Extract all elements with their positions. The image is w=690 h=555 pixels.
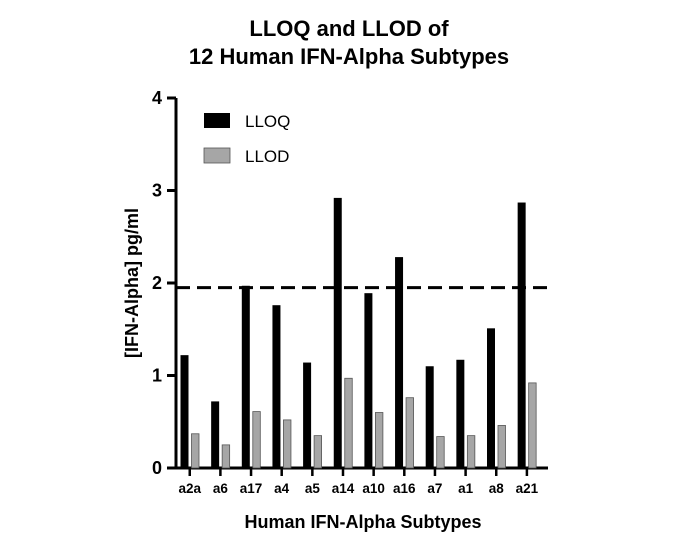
x-tick-label: a1	[458, 481, 474, 496]
legend-swatch-llod	[203, 147, 231, 164]
y-tick-label: 3	[152, 181, 162, 201]
bar-llod-a6	[221, 444, 231, 469]
x-tick-label: a4	[274, 481, 290, 496]
bar-lloq-a16	[395, 257, 404, 468]
bar-lloq-a8	[487, 328, 495, 468]
x-axis-title: Human IFN-Alpha Subtypes	[244, 512, 481, 532]
y-axis-title: [IFN-Alpha] pg/ml	[122, 208, 142, 358]
bar-lloq-a6	[211, 401, 220, 468]
bar-lloq-a1	[456, 359, 465, 468]
bar-llod-a16	[405, 397, 414, 469]
legend-label-llod: LLOD	[245, 147, 289, 166]
bar-llod-a8	[497, 425, 506, 469]
x-tick-label: a6	[213, 481, 229, 496]
bar-lloq-a21	[517, 202, 526, 468]
bar-lloq-a17	[241, 285, 250, 468]
bar-llod-a5	[313, 435, 323, 469]
bar-llod-a1	[466, 435, 476, 469]
chart-title-line-2: 12 Human IFN-Alpha Subtypes	[189, 44, 509, 69]
y-tick-label: 4	[152, 88, 162, 108]
y-tick-label: 2	[152, 273, 162, 293]
x-tick-label: a5	[305, 481, 321, 496]
x-tick-label: a16	[393, 481, 416, 496]
plot-area: 0 1 2 3 4 a2a a6 a17 a4 a5 a14 a10 a16 a7 a1 a8 a21 LLOQ L…	[152, 88, 552, 496]
x-tick-label: a10	[362, 481, 385, 496]
bar-llod-a14	[344, 377, 353, 469]
x-tick-label: a7	[427, 481, 442, 496]
bar-llod-a17	[252, 411, 261, 469]
x-tick-label: a8	[489, 481, 505, 496]
chart-title-line-1: LLOQ and LLOD of	[249, 16, 449, 41]
bar-lloq-a14	[333, 197, 342, 468]
legend-label-lloq: LLOQ	[245, 112, 290, 131]
x-tick-label: a21	[516, 481, 539, 496]
bar-lloq-a5	[303, 362, 312, 468]
x-tick-label: a17	[240, 481, 263, 496]
bar-lloq-a7	[425, 366, 434, 468]
y-tick-label: 1	[152, 366, 162, 386]
y-tick-label: 0	[152, 458, 162, 478]
bar-llod-a21	[528, 382, 537, 469]
bar-lloq-a4	[272, 305, 281, 468]
bar-llod-a2a	[191, 433, 200, 469]
bar-lloq-a10	[364, 293, 373, 468]
bar-llod-a10	[374, 412, 384, 469]
bar-llod-a4	[283, 419, 292, 469]
x-tick-label: a14	[332, 481, 355, 496]
legend-swatch-lloq	[204, 113, 230, 128]
bar-lloq-a2a	[180, 355, 189, 468]
x-tick-label: a2a	[178, 481, 201, 496]
bar-llod-a7	[436, 436, 445, 469]
